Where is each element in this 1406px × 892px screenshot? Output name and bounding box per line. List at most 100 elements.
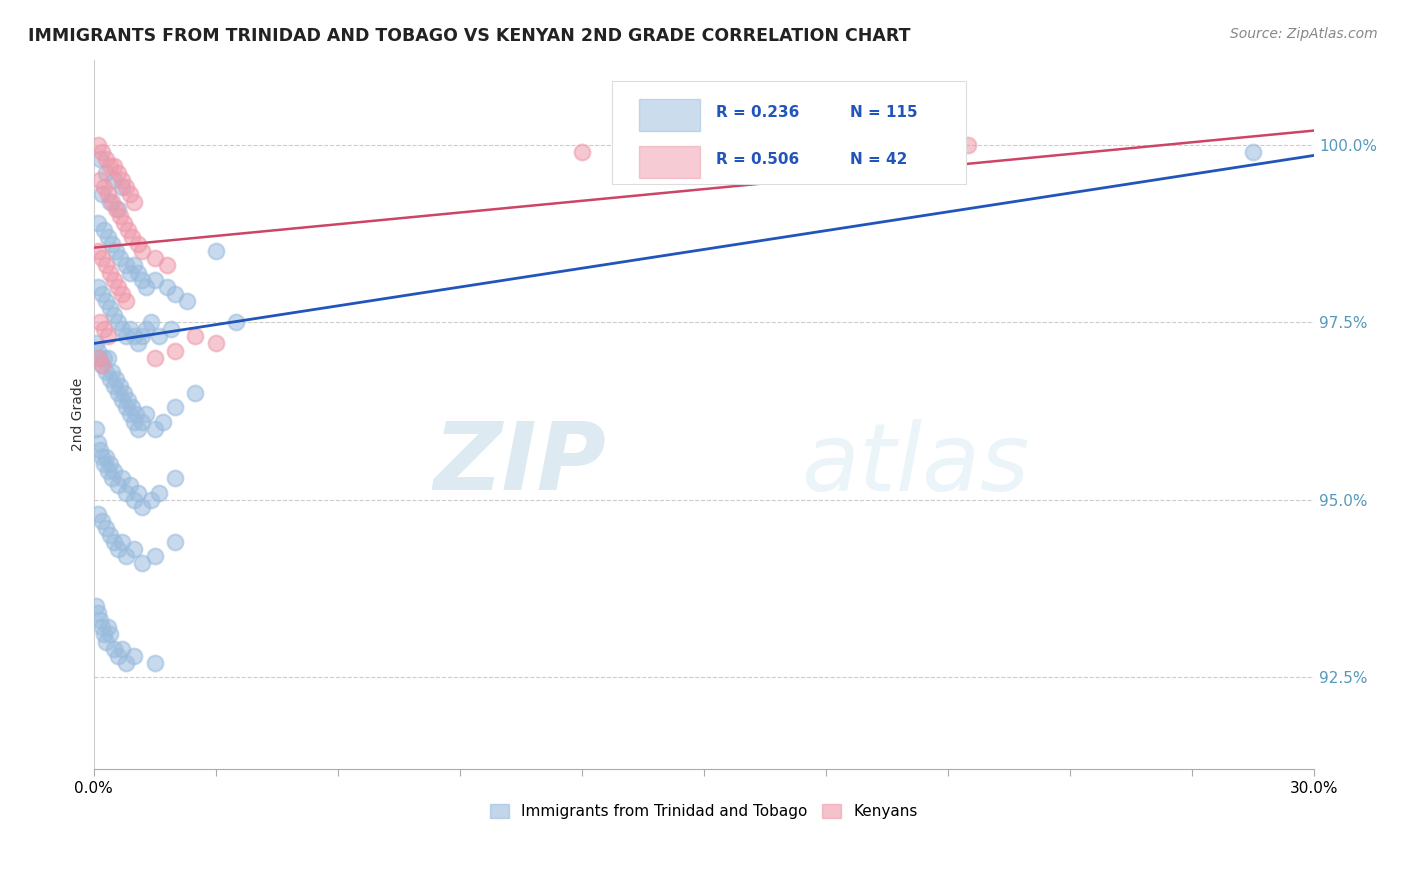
Point: [184, 329, 207, 343]
Point: [152, 415, 174, 429]
Text: IMMIGRANTS FROM TRINIDAD AND TOBAGO VS KENYAN 2ND GRADE CORRELATION CHART: IMMIGRANTS FROM TRINIDAD AND TOBAGO VS K…: [28, 27, 911, 45]
Point: [120, 408, 142, 422]
Point: [94, 365, 117, 379]
Point: [89, 613, 111, 627]
Point: [163, 401, 186, 415]
Point: [90, 252, 112, 266]
Point: [93, 223, 115, 237]
Point: [93, 627, 115, 641]
Point: [97, 329, 120, 343]
Point: [127, 266, 149, 280]
Point: [103, 308, 125, 322]
Point: [111, 471, 134, 485]
Point: [94, 259, 117, 273]
Point: [131, 557, 153, 571]
Point: [94, 293, 117, 308]
Point: [86, 244, 108, 259]
Point: [97, 187, 120, 202]
Point: [98, 627, 121, 641]
Point: [117, 223, 139, 237]
Point: [120, 266, 142, 280]
Point: [127, 422, 149, 436]
Point: [107, 478, 129, 492]
Text: ZIP: ZIP: [433, 418, 606, 510]
Point: [143, 351, 166, 365]
Text: N = 42: N = 42: [851, 153, 908, 168]
Legend: Immigrants from Trinidad and Tobago, Kenyans: Immigrants from Trinidad and Tobago, Ken…: [484, 798, 924, 825]
Point: [111, 173, 134, 187]
Point: [89, 442, 111, 457]
Point: [156, 259, 179, 273]
Point: [98, 528, 121, 542]
Point: [127, 237, 149, 252]
Point: [122, 259, 145, 273]
Point: [111, 322, 134, 336]
Point: [143, 252, 166, 266]
Point: [111, 535, 134, 549]
Point: [84, 599, 107, 613]
Point: [90, 620, 112, 634]
Point: [93, 351, 115, 365]
Text: R = 0.506: R = 0.506: [716, 153, 799, 168]
Point: [112, 216, 135, 230]
Point: [115, 329, 138, 343]
Point: [104, 202, 127, 216]
Point: [90, 358, 112, 372]
Point: [143, 422, 166, 436]
Point: [122, 492, 145, 507]
Point: [163, 471, 186, 485]
Point: [143, 656, 166, 670]
Point: [122, 542, 145, 557]
Point: [148, 329, 170, 343]
Point: [111, 286, 134, 301]
Point: [131, 329, 153, 343]
Point: [98, 194, 121, 209]
Point: [131, 244, 153, 259]
Point: [135, 322, 157, 336]
Point: [90, 358, 112, 372]
Point: [103, 272, 125, 286]
Point: [108, 252, 131, 266]
Point: [90, 187, 112, 202]
Point: [103, 641, 125, 656]
Point: [111, 180, 134, 194]
Point: [98, 159, 121, 173]
Point: [139, 315, 162, 329]
Point: [94, 450, 117, 464]
Point: [104, 244, 127, 259]
Point: [101, 194, 124, 209]
Y-axis label: 2nd Grade: 2nd Grade: [72, 378, 86, 451]
Point: [103, 173, 125, 187]
Point: [176, 293, 198, 308]
Point: [107, 202, 129, 216]
FancyBboxPatch shape: [640, 145, 700, 178]
Point: [111, 641, 134, 656]
Point: [98, 372, 121, 386]
Point: [160, 322, 183, 336]
Point: [86, 279, 108, 293]
Point: [108, 209, 131, 223]
Point: [163, 286, 186, 301]
Point: [86, 606, 108, 620]
Point: [89, 351, 111, 365]
Point: [139, 492, 162, 507]
Point: [103, 159, 125, 173]
Point: [571, 145, 593, 159]
Point: [107, 166, 129, 180]
Point: [107, 279, 129, 293]
Point: [94, 521, 117, 535]
Point: [93, 322, 115, 336]
Point: [94, 166, 117, 180]
Point: [90, 514, 112, 528]
Point: [115, 293, 138, 308]
Point: [86, 343, 108, 358]
Point: [97, 464, 120, 478]
Point: [101, 365, 124, 379]
Point: [115, 401, 138, 415]
Point: [120, 187, 142, 202]
Point: [107, 542, 129, 557]
Point: [93, 457, 115, 471]
Point: [103, 535, 125, 549]
Point: [957, 137, 980, 152]
Point: [121, 230, 143, 244]
